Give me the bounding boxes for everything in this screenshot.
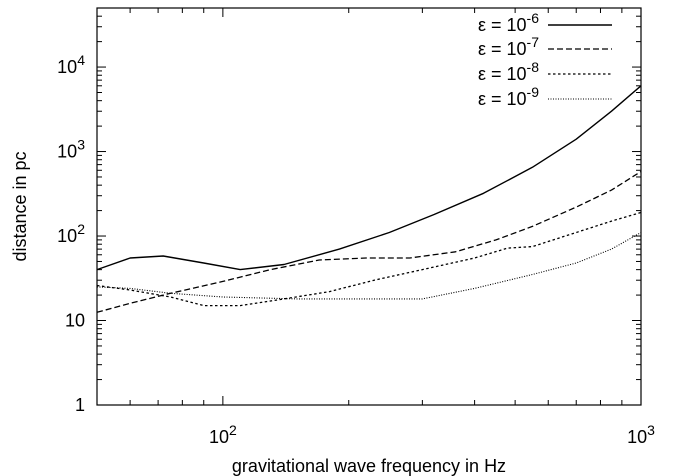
legend-label-4: ε = 10-9 [478,84,539,109]
x-tick-label: 103 [627,422,655,447]
legend-label-3: ε = 10-8 [478,59,539,84]
series-line-1 [96,85,642,271]
y-tick-label: 102 [57,221,85,246]
series-line-3 [96,211,642,307]
plot-border [96,7,642,406]
plot-frame [96,7,642,406]
axis-ticks: 1 10 102 103 104 102 103 [57,7,655,447]
legend-label-2: ε = 10-7 [478,34,539,59]
y-axis-title: distance in pc [10,151,30,261]
legend: ε = 10-6ε = 10-7ε = 10-8ε = 10-9 [478,10,612,109]
y-tick-label: 104 [57,52,85,77]
x-tick-label: 102 [209,422,237,447]
y-tick-label: 10 [65,311,85,331]
y-tick-label: 103 [57,137,85,162]
y-tick-label: 1 [75,395,85,415]
series-line-2 [96,170,642,313]
legend-label-1: ε = 10-6 [478,10,539,35]
series-lines [96,85,642,313]
x-axis-title: gravitational wave frequency in Hz [232,456,506,476]
series-line-4 [96,232,642,300]
